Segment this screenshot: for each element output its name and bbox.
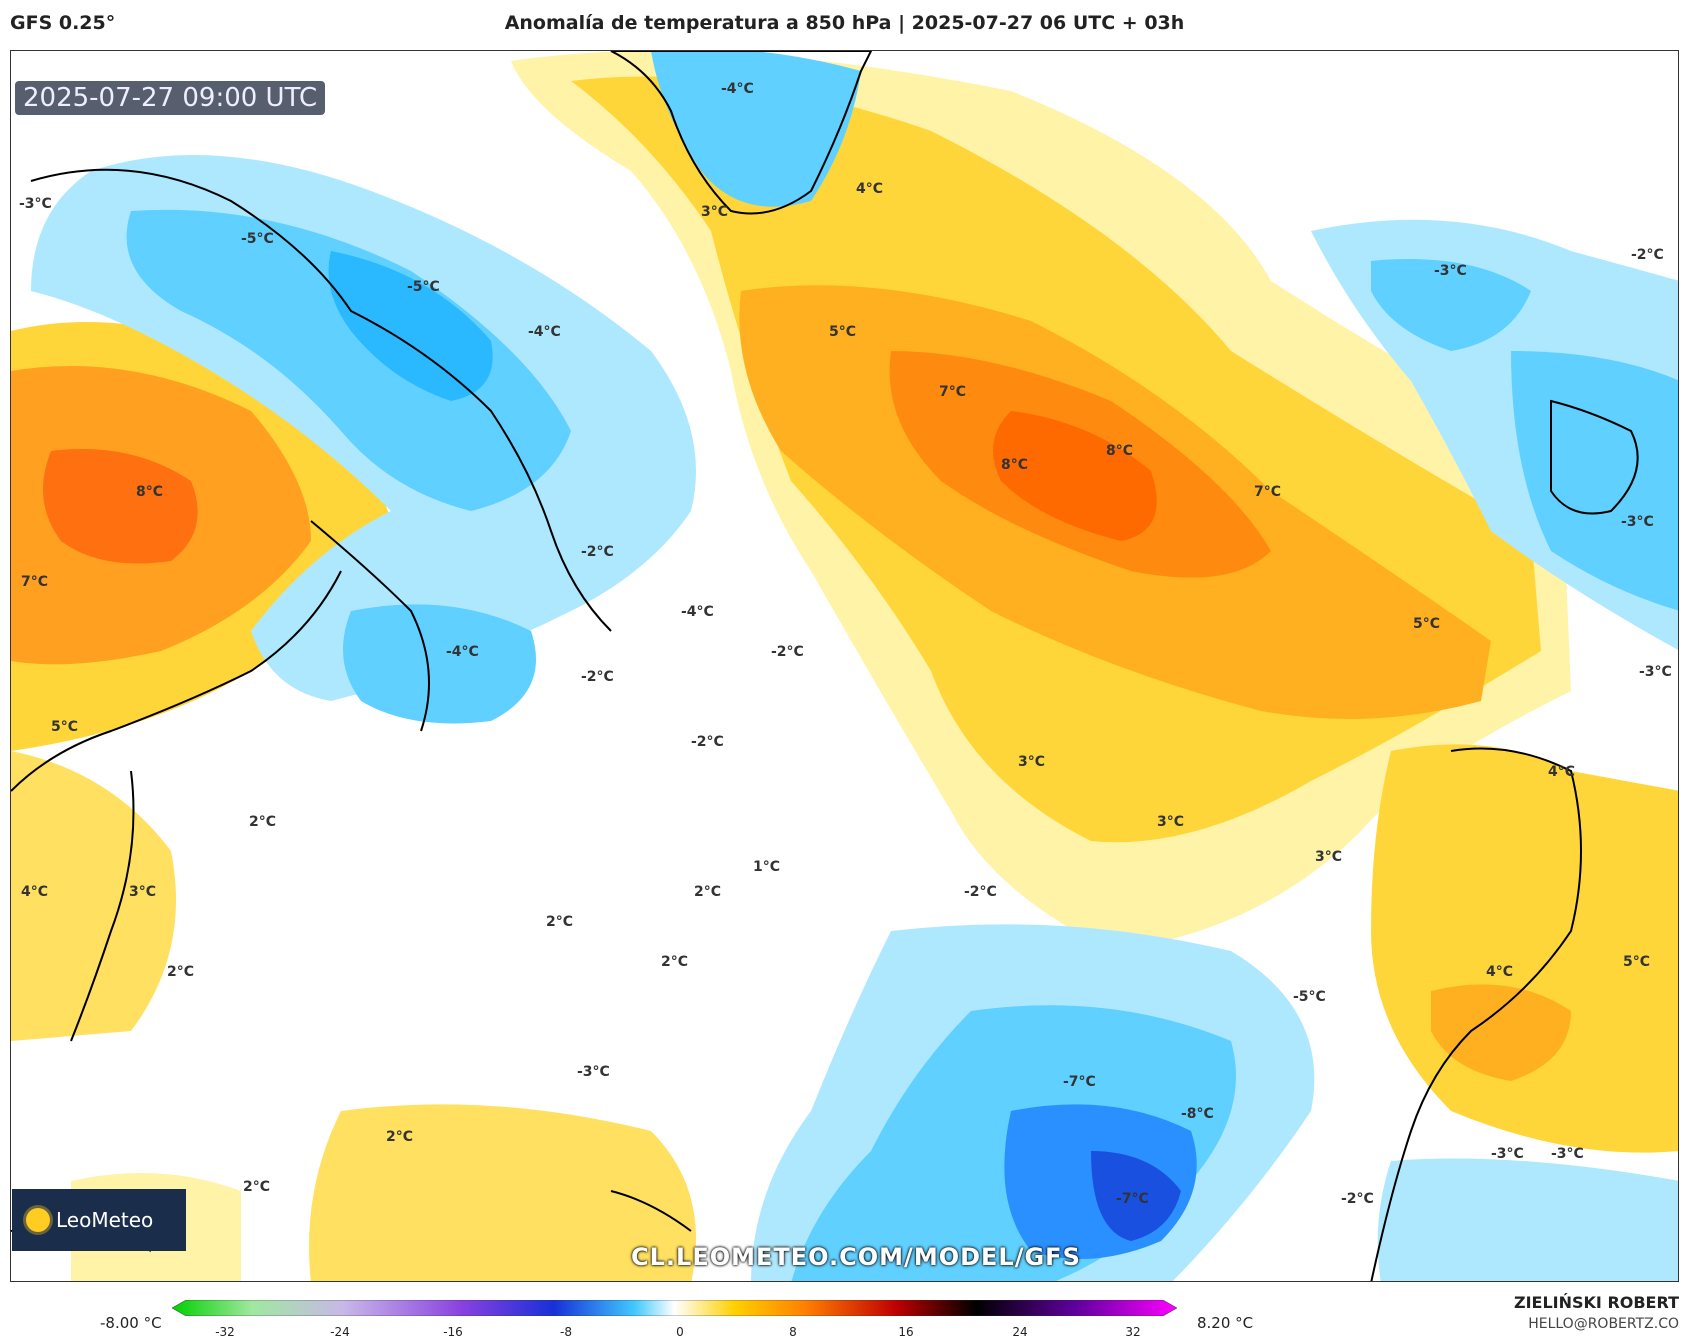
colorbar-tick: 32 bbox=[1125, 1325, 1141, 1339]
contour-label: 2°C bbox=[249, 814, 277, 830]
contour-label: -4°C bbox=[528, 324, 561, 340]
author-name: ZIELIŃSKI ROBERT bbox=[1513, 1293, 1679, 1312]
contour-label: 2°C bbox=[386, 1129, 414, 1145]
contour-label: -4°C bbox=[721, 81, 754, 97]
contour-label: -8°C bbox=[1181, 1106, 1214, 1122]
contour-label: -2°C bbox=[581, 544, 614, 560]
colorbar-tick: -16 bbox=[443, 1325, 463, 1339]
contour-label: -3°C bbox=[19, 196, 52, 212]
map-title: Anomalía de temperatura a 850 hPa | 2025… bbox=[504, 12, 1185, 34]
map-canvas bbox=[11, 51, 1678, 1281]
anomaly-map: 2025-07-27 09:00 UTC -4°C 3°C 4°C -3°C -… bbox=[10, 50, 1679, 1282]
contour-label: 3°C bbox=[1315, 849, 1343, 865]
contour-label: 7°C bbox=[939, 384, 967, 400]
colorbar-tick: 0 bbox=[676, 1325, 684, 1339]
contour-label: -3°C bbox=[1621, 514, 1654, 530]
contour-label: -2°C bbox=[964, 884, 997, 900]
contour-label: 2°C bbox=[661, 954, 689, 970]
site-url[interactable]: CL.LEOMETEO.COM/MODEL/GFS bbox=[631, 1243, 1081, 1271]
contour-label: -4°C bbox=[446, 644, 479, 660]
contour-label: -5°C bbox=[1293, 989, 1326, 1005]
contour-label: 2°C bbox=[546, 914, 574, 930]
contour-label: -2°C bbox=[771, 644, 804, 660]
contour-label: 3°C bbox=[701, 204, 729, 220]
colorbar-tick: 8 bbox=[789, 1325, 797, 1339]
contour-label: 3°C bbox=[129, 884, 157, 900]
colorbar-tick: -8 bbox=[560, 1325, 572, 1339]
contour-label: 7°C bbox=[1254, 484, 1282, 500]
model-name: GFS 0.25° bbox=[10, 12, 116, 34]
contour-label: 2°C bbox=[694, 884, 722, 900]
contour-label: 8°C bbox=[1106, 443, 1134, 459]
contour-label: -3°C bbox=[1551, 1146, 1584, 1162]
contour-label: -3°C bbox=[1491, 1146, 1524, 1162]
contour-label: 1°C bbox=[753, 859, 781, 875]
colorbar-tick: -32 bbox=[215, 1325, 235, 1339]
contour-label: 8°C bbox=[1001, 457, 1029, 473]
contour-label: 2°C bbox=[243, 1179, 271, 1195]
contour-label: -3°C bbox=[577, 1064, 610, 1080]
author-email[interactable]: HELLO@ROBERTZ.CO bbox=[1528, 1316, 1679, 1332]
contour-label: -5°C bbox=[241, 231, 274, 247]
valid-time-stamp: 2025-07-27 09:00 UTC bbox=[15, 81, 326, 115]
sun-icon bbox=[26, 1208, 50, 1232]
contour-label: -4°C bbox=[681, 604, 714, 620]
contour-label: -2°C bbox=[581, 669, 614, 685]
contour-label: -2°C bbox=[1631, 247, 1664, 263]
contour-label: -3°C bbox=[1639, 664, 1672, 680]
contour-label: 4°C bbox=[1486, 964, 1514, 980]
contour-label: 4°C bbox=[1548, 764, 1576, 780]
contour-label: 3°C bbox=[1018, 754, 1046, 770]
contour-label: -2°C bbox=[1341, 1191, 1374, 1207]
contour-label: -2°C bbox=[691, 734, 724, 750]
logo-text: LeoMeteo bbox=[56, 1208, 154, 1232]
contour-label: -5°C bbox=[407, 279, 440, 295]
contour-label: -3°C bbox=[1434, 263, 1467, 279]
colorbar-tick: 16 bbox=[898, 1325, 914, 1339]
leometeo-logo: LeoMeteo bbox=[12, 1189, 186, 1251]
colorbar-tick: 24 bbox=[1012, 1325, 1028, 1339]
contour-label: -7°C bbox=[1116, 1191, 1149, 1207]
contour-label: 5°C bbox=[829, 324, 857, 340]
colorbar-max-label: 8.20 °C bbox=[1197, 1314, 1254, 1332]
contour-label: 5°C bbox=[1413, 616, 1441, 632]
contour-label: 7°C bbox=[21, 574, 49, 590]
colorbar-tick: -24 bbox=[330, 1325, 350, 1339]
contour-label: 8°C bbox=[136, 484, 164, 500]
contour-label: -7°C bbox=[1063, 1074, 1096, 1090]
contour-label: 3°C bbox=[1157, 814, 1185, 830]
contour-label: 2°C bbox=[167, 964, 195, 980]
contour-label: 5°C bbox=[1623, 954, 1651, 970]
contour-label: 5°C bbox=[51, 719, 79, 735]
colorbar bbox=[172, 1300, 1177, 1316]
contour-label: 4°C bbox=[856, 181, 884, 197]
contour-label: 4°C bbox=[21, 884, 49, 900]
colorbar-min-label: -8.00 °C bbox=[100, 1314, 162, 1332]
